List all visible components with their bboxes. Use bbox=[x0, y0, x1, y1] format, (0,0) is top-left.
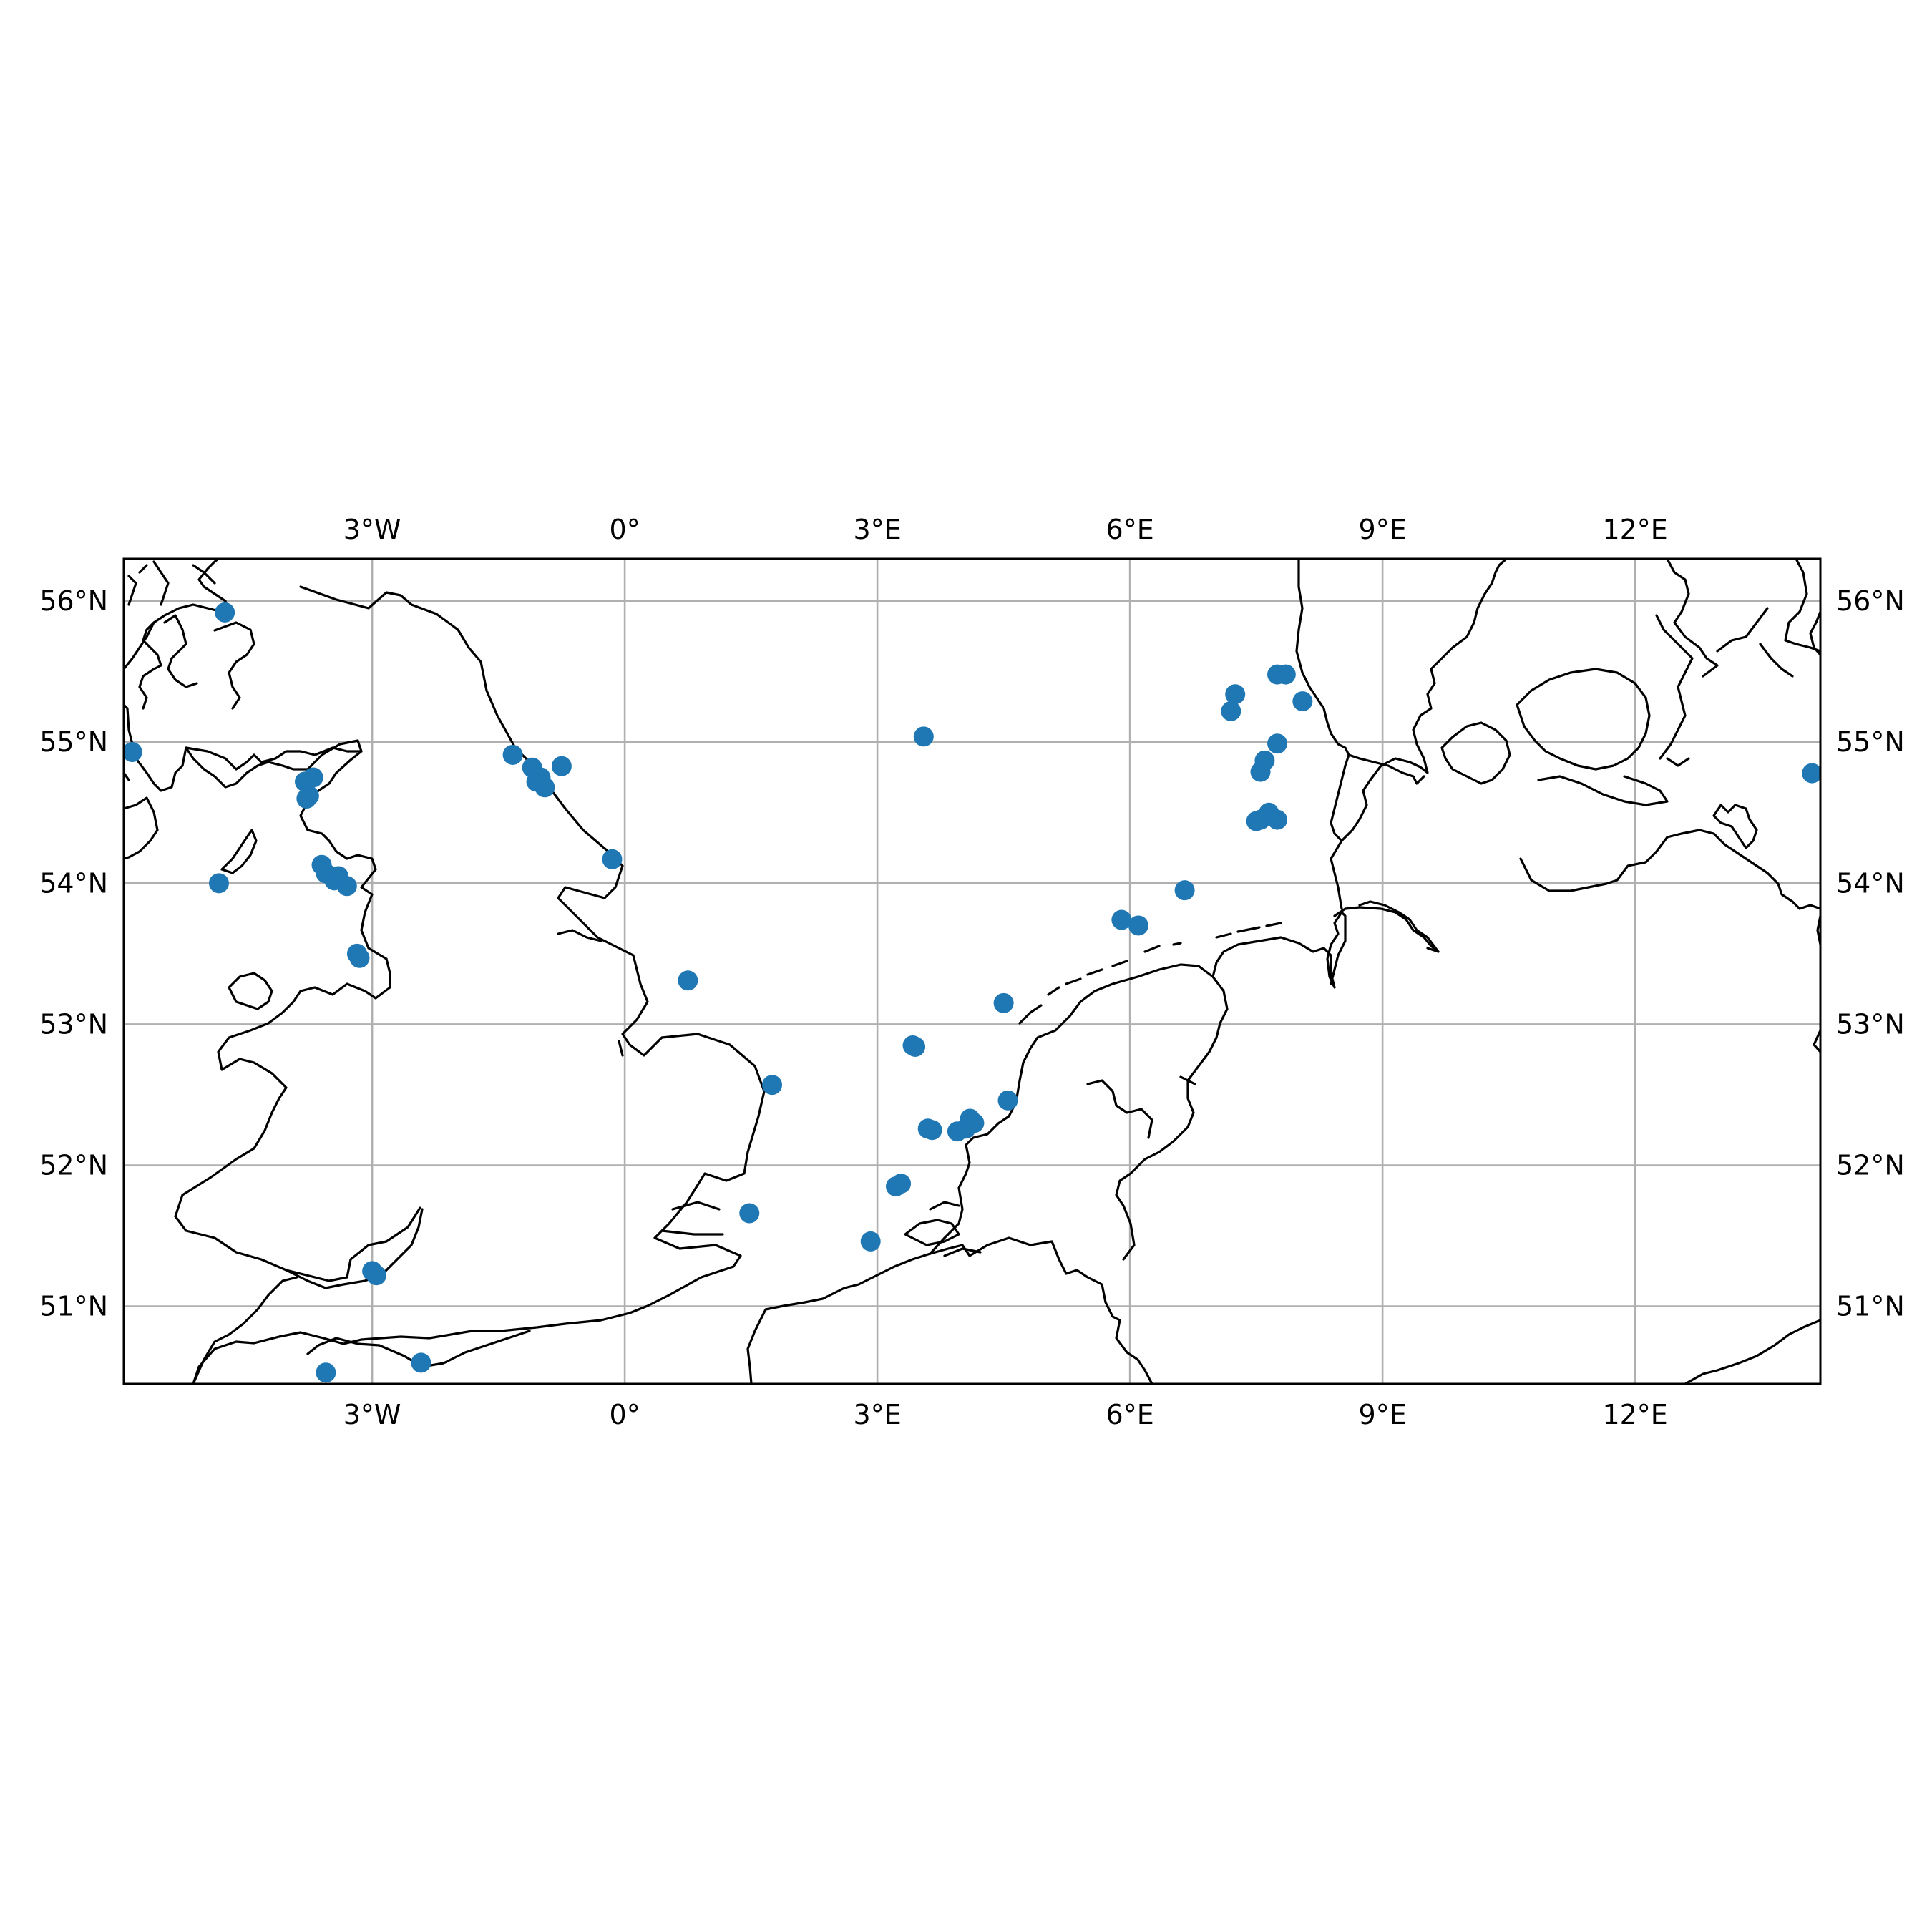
coastline-ireland bbox=[124, 771, 159, 860]
lat-tick-label-left: 56°N bbox=[39, 585, 108, 617]
coastline-great-britain bbox=[192, 585, 766, 1384]
coastline-bornholm-edge bbox=[1809, 610, 1820, 656]
station-point bbox=[913, 726, 934, 747]
coastline-continent-south bbox=[746, 1236, 1153, 1384]
station-point bbox=[1221, 701, 1241, 721]
station-point bbox=[124, 742, 142, 763]
coastline-scotland-inlets bbox=[138, 614, 255, 710]
station-point bbox=[215, 602, 235, 623]
lon-tick-label-bottom: 9°E bbox=[1359, 1399, 1407, 1430]
coastline-wales-west bbox=[174, 957, 421, 1282]
station-point bbox=[551, 756, 572, 776]
lon-tick-label-top: 3°W bbox=[343, 514, 401, 545]
lat-tick-label-right: 52°N bbox=[1836, 1150, 1905, 1181]
coastlines bbox=[124, 559, 1820, 1384]
lat-tick-label-left: 54°N bbox=[39, 867, 108, 899]
station-point bbox=[1128, 915, 1148, 936]
station-points bbox=[124, 602, 1820, 1383]
station-point bbox=[860, 1231, 881, 1252]
lat-tick-label-right: 56°N bbox=[1836, 585, 1905, 617]
coastline-anglesey bbox=[228, 972, 273, 1010]
coastline-scotland-west bbox=[124, 559, 230, 670]
lon-tick-label-top: 3°E bbox=[854, 514, 902, 545]
station-point bbox=[891, 1174, 912, 1194]
lat-tick-label-left: 53°N bbox=[39, 1008, 108, 1040]
station-point bbox=[316, 1362, 336, 1383]
station-point bbox=[366, 1265, 387, 1286]
station-point bbox=[1225, 684, 1246, 705]
station-point bbox=[1292, 691, 1313, 712]
lon-tick-label-top: 12°E bbox=[1602, 514, 1667, 545]
coastline-elbe-estuary bbox=[1333, 906, 1440, 953]
station-point bbox=[1802, 763, 1820, 784]
coastline-zeeland bbox=[904, 1201, 982, 1257]
coastline-isle-of-man bbox=[220, 829, 258, 874]
station-point bbox=[208, 873, 229, 894]
station-point bbox=[964, 1113, 985, 1133]
lat-tick-label-left: 55°N bbox=[39, 726, 108, 758]
station-point bbox=[993, 992, 1014, 1013]
station-point bbox=[1267, 733, 1288, 754]
station-point bbox=[922, 1120, 942, 1141]
station-point bbox=[1250, 809, 1271, 830]
map-frame bbox=[122, 557, 1822, 1385]
station-point bbox=[502, 744, 523, 765]
lon-tick-label-bottom: 6°E bbox=[1106, 1399, 1154, 1430]
lon-tick-label-top: 0° bbox=[610, 514, 640, 545]
lat-tick-label-left: 52°N bbox=[39, 1150, 108, 1181]
station-point bbox=[336, 876, 357, 897]
coastline-sweden bbox=[1666, 559, 1820, 678]
lat-tick-label-right: 54°N bbox=[1836, 867, 1905, 899]
lat-tick-label-right: 51°N bbox=[1836, 1291, 1905, 1322]
station-point bbox=[678, 970, 698, 991]
coastline-jutland-west bbox=[1295, 559, 1350, 910]
coastline-scotland-firths bbox=[127, 560, 216, 606]
station-point bbox=[905, 1036, 926, 1057]
coastline-humber-thames bbox=[557, 929, 724, 1236]
coastline-scotland-southwest bbox=[124, 703, 187, 792]
lon-tick-label-top: 9°E bbox=[1359, 514, 1407, 545]
station-point bbox=[1250, 761, 1271, 782]
lon-tick-label-bottom: 3°E bbox=[854, 1399, 902, 1430]
coastline-danish-islands bbox=[1440, 668, 1669, 806]
coastline-schleswig-holstein bbox=[1347, 753, 1440, 953]
coastline-ijsselmeer bbox=[1086, 1075, 1196, 1139]
station-point bbox=[602, 849, 623, 869]
station-point bbox=[303, 767, 323, 788]
lon-tick-label-bottom: 12°E bbox=[1602, 1399, 1667, 1430]
coastline-frisian-islands bbox=[1018, 922, 1282, 1025]
coastline-german-bight bbox=[1211, 911, 1347, 989]
coastline-east-edge bbox=[1684, 914, 1820, 1384]
station-point bbox=[530, 767, 551, 788]
lat-tick-label-right: 53°N bbox=[1836, 1008, 1905, 1040]
lat-tick-label-left: 51°N bbox=[39, 1291, 108, 1322]
lon-tick-label-bottom: 3°W bbox=[343, 1399, 401, 1430]
graticule-gridlines bbox=[124, 559, 1820, 1384]
station-point bbox=[762, 1075, 783, 1096]
station-point bbox=[296, 789, 317, 809]
coastline-jutland-east bbox=[1340, 559, 1508, 842]
lon-tick-label-bottom: 0° bbox=[610, 1399, 640, 1430]
coastline-solway-firth bbox=[185, 746, 363, 771]
coastline-baltic-germany bbox=[1519, 829, 1820, 910]
lon-tick-label-top: 6°E bbox=[1106, 514, 1154, 545]
lat-tick-label-right: 55°N bbox=[1836, 726, 1905, 758]
coastline-zealand bbox=[1655, 607, 1794, 767]
coastline-northwest-england bbox=[185, 739, 388, 960]
station-point bbox=[1275, 664, 1296, 685]
coastline-rugen bbox=[1712, 804, 1758, 849]
station-point bbox=[997, 1090, 1018, 1111]
station-point bbox=[1111, 909, 1132, 930]
coastline-netherlands bbox=[929, 963, 1229, 1261]
station-point bbox=[411, 1352, 431, 1373]
station-point bbox=[739, 1203, 760, 1224]
station-point bbox=[349, 947, 370, 968]
station-point bbox=[1174, 880, 1195, 901]
station-point bbox=[1267, 809, 1288, 830]
axis-tick-labels: 3°W 3°W 0° 0° 3°E 3°E 6°E 6°E 9°E 9°E 12°E 12°E 56°N… bbox=[39, 514, 1905, 1430]
